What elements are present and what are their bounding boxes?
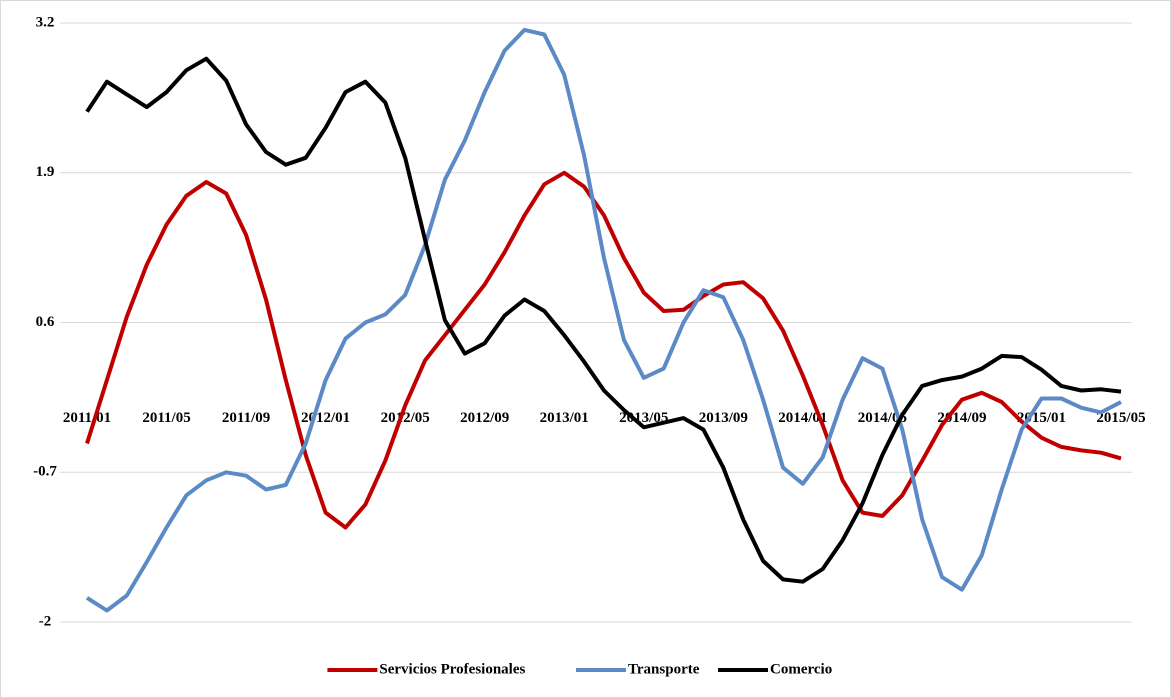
x-tick-label: 2011/01	[63, 410, 111, 426]
legend-label: Comercio	[770, 661, 832, 677]
y-tick-label: -0.7	[33, 464, 57, 480]
x-tick-label: 2011/05	[142, 410, 190, 426]
legend-label: Transporte	[628, 661, 700, 677]
y-tick-label: 1.9	[36, 164, 55, 180]
x-tick-label: 2013/09	[699, 410, 748, 426]
x-tick-label: 2014/01	[778, 410, 827, 426]
x-tick-label: 2012/05	[381, 410, 430, 426]
x-tick-label: 2011/09	[222, 410, 270, 426]
x-tick-label: 2015/05	[1096, 410, 1145, 426]
x-tick-label: 2013/01	[540, 410, 589, 426]
legend-label: Servicios Profesionales	[379, 661, 525, 677]
series-line	[85, 170, 1122, 530]
series-line	[85, 56, 1122, 584]
series-line	[85, 27, 1122, 613]
x-tick-label: 2014/05	[858, 410, 907, 426]
x-tick-label: 2012/01	[301, 410, 350, 426]
y-tick-label: 0.6	[36, 314, 55, 330]
y-tick-label: -2	[39, 613, 52, 629]
y-tick-label: 3.2	[36, 14, 55, 30]
x-tick-label: 2015/01	[1017, 410, 1066, 426]
x-tick-label: 2012/09	[460, 410, 509, 426]
